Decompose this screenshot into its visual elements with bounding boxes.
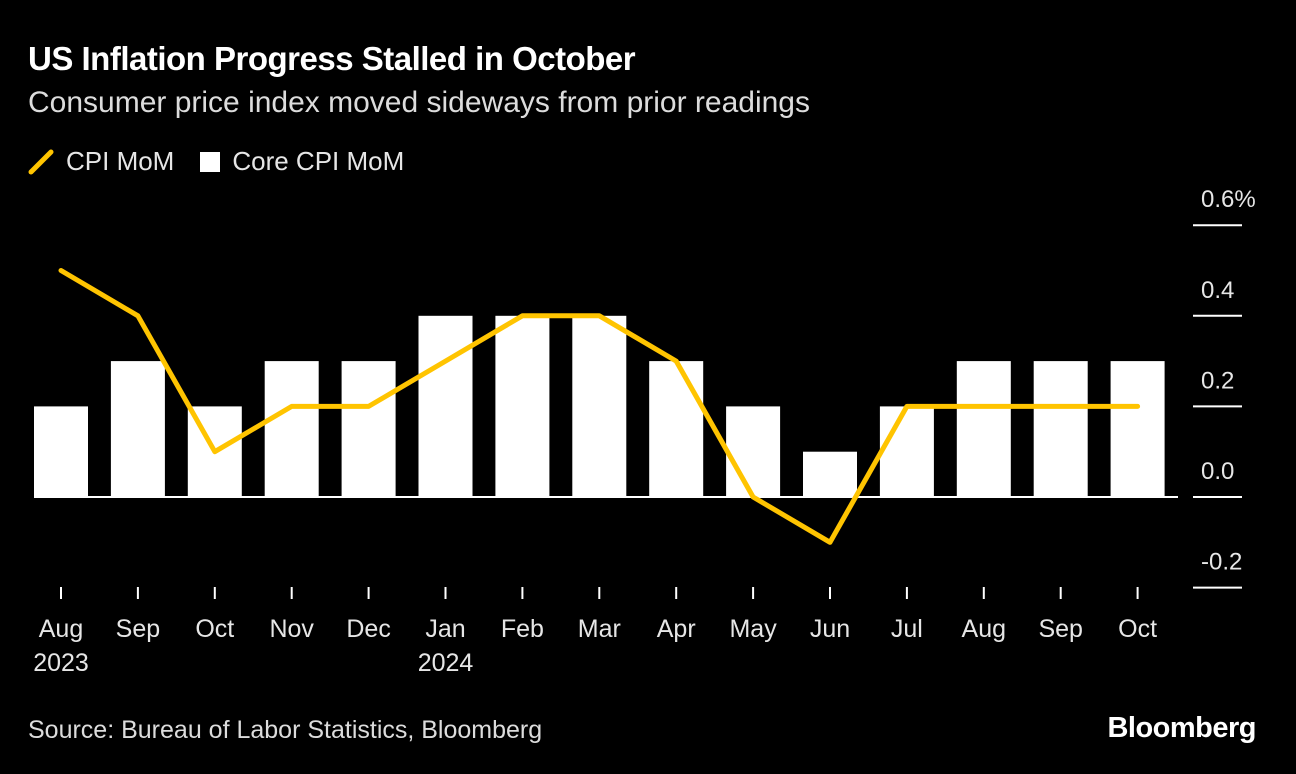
x-tick-label: Oct xyxy=(195,615,234,643)
legend-label-core-cpi: Core CPI MoM xyxy=(232,146,405,176)
x-tick-label: Feb xyxy=(501,615,544,643)
legend-line-swatch xyxy=(28,149,54,174)
x-tick-label: May xyxy=(729,615,777,643)
x-tick-label: Nov xyxy=(269,615,314,643)
x-year-label: 2024 xyxy=(418,649,474,677)
legend-box-swatch xyxy=(200,151,221,172)
bar-core-cpi xyxy=(803,451,857,497)
legend-label-cpi: CPI MoM xyxy=(66,146,175,176)
source-note: Source: Bureau of Labor Statistics, Bloo… xyxy=(28,716,543,744)
bar-core-cpi xyxy=(341,361,396,497)
x-tick-label: Oct xyxy=(1118,615,1157,643)
x-tick-label: Jun xyxy=(810,615,850,643)
bar-core-cpi xyxy=(110,361,165,497)
bar-core-cpi xyxy=(495,315,550,497)
x-tick-label: Aug xyxy=(962,615,1006,643)
legend: CPI MoM Core CPI MoM xyxy=(28,146,430,177)
bar-core-cpi xyxy=(956,361,1011,497)
x-tick-label: Mar xyxy=(578,615,621,643)
y-tick-label: 0.6% xyxy=(1201,186,1256,213)
x-tick-label: Apr xyxy=(657,615,696,643)
bar-core-cpi xyxy=(34,406,88,497)
bar-core-cpi xyxy=(726,406,781,497)
bar-core-cpi xyxy=(1033,361,1088,497)
bar-core-cpi xyxy=(418,315,473,497)
bar-core-cpi xyxy=(572,315,627,497)
bar-core-cpi xyxy=(264,361,319,497)
chart-subtitle: Consumer price index moved sideways from… xyxy=(28,86,810,119)
x-tick-label: Jan xyxy=(425,615,465,643)
legend-item-cpi: CPI MoM xyxy=(28,146,174,177)
x-tick-label: Jul xyxy=(891,615,923,643)
y-tick-label: 0.0 xyxy=(1201,458,1234,485)
line-cpi xyxy=(58,268,1141,545)
bloomberg-logo: Bloomberg xyxy=(1107,712,1256,744)
legend-item-core-cpi: Core CPI MoM xyxy=(200,146,404,177)
y-tick-label: 0.2 xyxy=(1201,367,1234,394)
y-tick-label: 0.4 xyxy=(1201,277,1234,304)
chart-title: US Inflation Progress Stalled in October xyxy=(28,40,636,77)
bar-core-cpi xyxy=(1110,361,1165,497)
y-tick-label: -0.2 xyxy=(1201,549,1242,576)
bar-core-cpi xyxy=(879,406,934,497)
x-tick-label: Sep xyxy=(116,615,160,643)
x-tick-label: Aug xyxy=(39,615,83,643)
x-year-label: 2023 xyxy=(33,649,89,677)
bar-core-cpi xyxy=(649,361,704,497)
x-tick-label: Sep xyxy=(1038,615,1082,643)
x-tick-label: Dec xyxy=(346,615,390,643)
